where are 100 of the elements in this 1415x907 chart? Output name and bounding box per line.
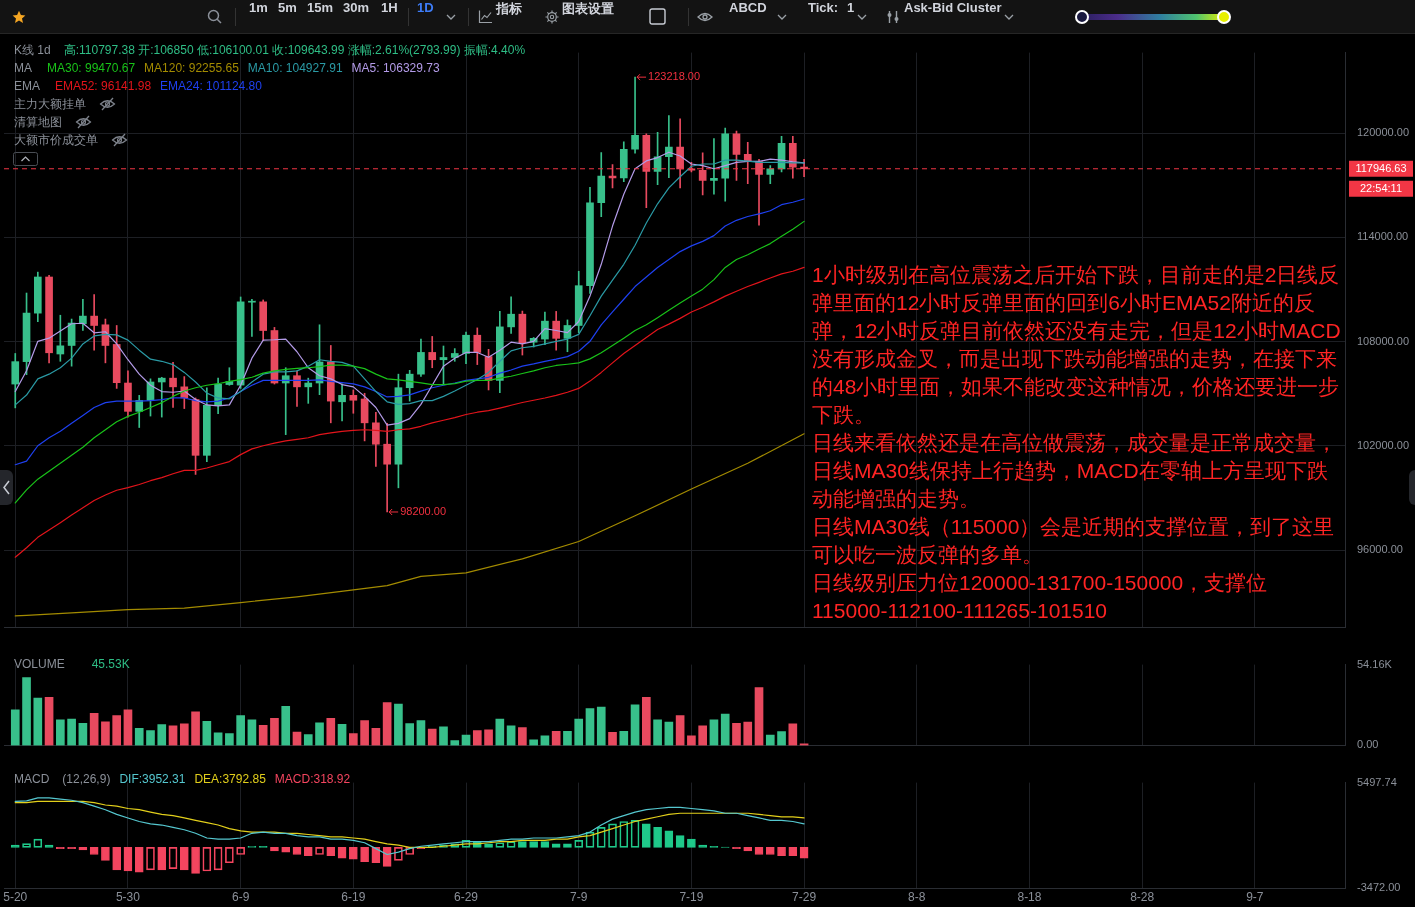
text: 30m xyxy=(343,0,370,15)
bar xyxy=(720,713,730,746)
bar xyxy=(743,847,753,852)
bar xyxy=(754,687,764,746)
text: EMA52: 96141.98 xyxy=(55,78,152,95)
x-tick-label: 5-30 xyxy=(115,889,141,904)
bar xyxy=(56,719,65,746)
annotation: 主力大额挂单 xyxy=(14,96,86,113)
text: 1 xyxy=(847,0,855,15)
x-tick-label: 7-9 xyxy=(570,889,588,904)
bar xyxy=(89,713,99,746)
bar xyxy=(22,677,31,746)
bar xyxy=(405,723,415,746)
bar xyxy=(157,847,167,871)
bar xyxy=(191,847,200,874)
text: 1m xyxy=(249,0,268,15)
bar xyxy=(382,702,392,746)
bar xyxy=(653,719,662,746)
bar xyxy=(630,704,640,746)
bar xyxy=(743,721,753,746)
bar xyxy=(179,723,189,746)
bar xyxy=(101,721,110,746)
y-tick-label: 5497.74 xyxy=(1357,775,1397,788)
bar xyxy=(123,709,133,746)
annotation: 日线来看依然还是在高位做震荡，成交量是正常成交量，日线MA30线保持上行趋势，MACD在零轴上方呈现下跌动能增强的走势。 xyxy=(812,430,1338,512)
bar xyxy=(439,726,448,746)
bar xyxy=(191,711,200,746)
candlestick xyxy=(631,76,639,154)
y-tick-label: -3472.00 xyxy=(1357,881,1401,894)
chart-title: VOLUME xyxy=(14,656,65,673)
bar xyxy=(563,843,572,848)
bar xyxy=(642,697,651,746)
bar xyxy=(664,721,674,746)
bar xyxy=(33,697,43,746)
bar xyxy=(653,827,662,848)
bar xyxy=(675,715,685,746)
text: ABCD xyxy=(729,0,767,15)
chart-subtitle: 高:110797.38 开:106850 低:106100.01 收:109643.99 涨幅:2.61%(2793.99) 振幅:4.40% xyxy=(63,42,526,59)
bar xyxy=(44,697,54,746)
text: MA5: 106329.73 xyxy=(351,60,440,77)
text: Tick: xyxy=(808,0,839,15)
bar xyxy=(281,705,291,746)
bar xyxy=(337,724,347,746)
bar xyxy=(484,729,493,746)
text: EMA24: 101124.80 xyxy=(160,78,262,95)
bar xyxy=(360,720,369,746)
x-tick-label: 9-7 xyxy=(1246,889,1264,904)
bar xyxy=(642,823,651,848)
bar xyxy=(258,725,268,746)
bar xyxy=(427,728,437,746)
x-tick-label: 6-19 xyxy=(341,889,366,904)
bar xyxy=(179,847,189,871)
x-tick-label: 8-8 xyxy=(908,889,926,904)
bar xyxy=(134,847,144,873)
y-tick-label: 96000.00 xyxy=(1357,543,1403,556)
text: DEA:3792.85 xyxy=(194,771,266,788)
candlestick xyxy=(710,138,718,195)
candlestick xyxy=(90,294,98,351)
bar xyxy=(596,706,606,746)
text: MA120: 92255.65 xyxy=(144,60,239,77)
y-tick-label: 102000.00 xyxy=(1357,438,1409,451)
chart-title: MACD xyxy=(14,771,50,788)
chart-subtitle: (12,26,9) xyxy=(62,771,111,788)
bar xyxy=(394,703,403,746)
text: Ask-Bid Cluster xyxy=(904,0,1002,15)
bar xyxy=(225,733,234,746)
chart-title: K线 1d xyxy=(14,42,51,59)
bar xyxy=(112,715,122,746)
bar xyxy=(416,720,426,746)
y-tick-label: 0.00 xyxy=(1357,738,1379,751)
text: 指标 xyxy=(496,0,522,18)
x-tick-label: 6-29 xyxy=(454,889,479,904)
text: DIF:3952.31 xyxy=(119,771,186,788)
bar xyxy=(619,731,629,746)
bar xyxy=(563,731,572,746)
bar xyxy=(134,728,144,746)
bar xyxy=(371,728,381,746)
bar xyxy=(202,721,212,746)
text: MACD:318.92 xyxy=(274,771,351,788)
bar xyxy=(303,734,313,746)
text: 15m xyxy=(307,0,334,15)
candlestick xyxy=(428,336,437,369)
text: MA10: 104927.91 xyxy=(247,60,343,77)
bar xyxy=(236,715,245,746)
bar xyxy=(687,735,696,746)
annotation: EMA xyxy=(14,78,41,95)
y-tick-label: 108000.00 xyxy=(1357,334,1409,347)
x-tick-label: 8-18 xyxy=(1017,889,1042,904)
bar xyxy=(484,843,493,848)
bar xyxy=(788,723,798,746)
candlestick xyxy=(248,298,256,337)
bar xyxy=(270,718,279,746)
bar xyxy=(551,843,561,848)
bar xyxy=(315,722,324,746)
bar xyxy=(78,722,88,746)
bar xyxy=(732,722,741,746)
x-tick-label: 7-29 xyxy=(792,889,817,904)
text: 1H xyxy=(381,0,398,15)
bar xyxy=(112,847,122,871)
text: 1D xyxy=(417,0,434,15)
